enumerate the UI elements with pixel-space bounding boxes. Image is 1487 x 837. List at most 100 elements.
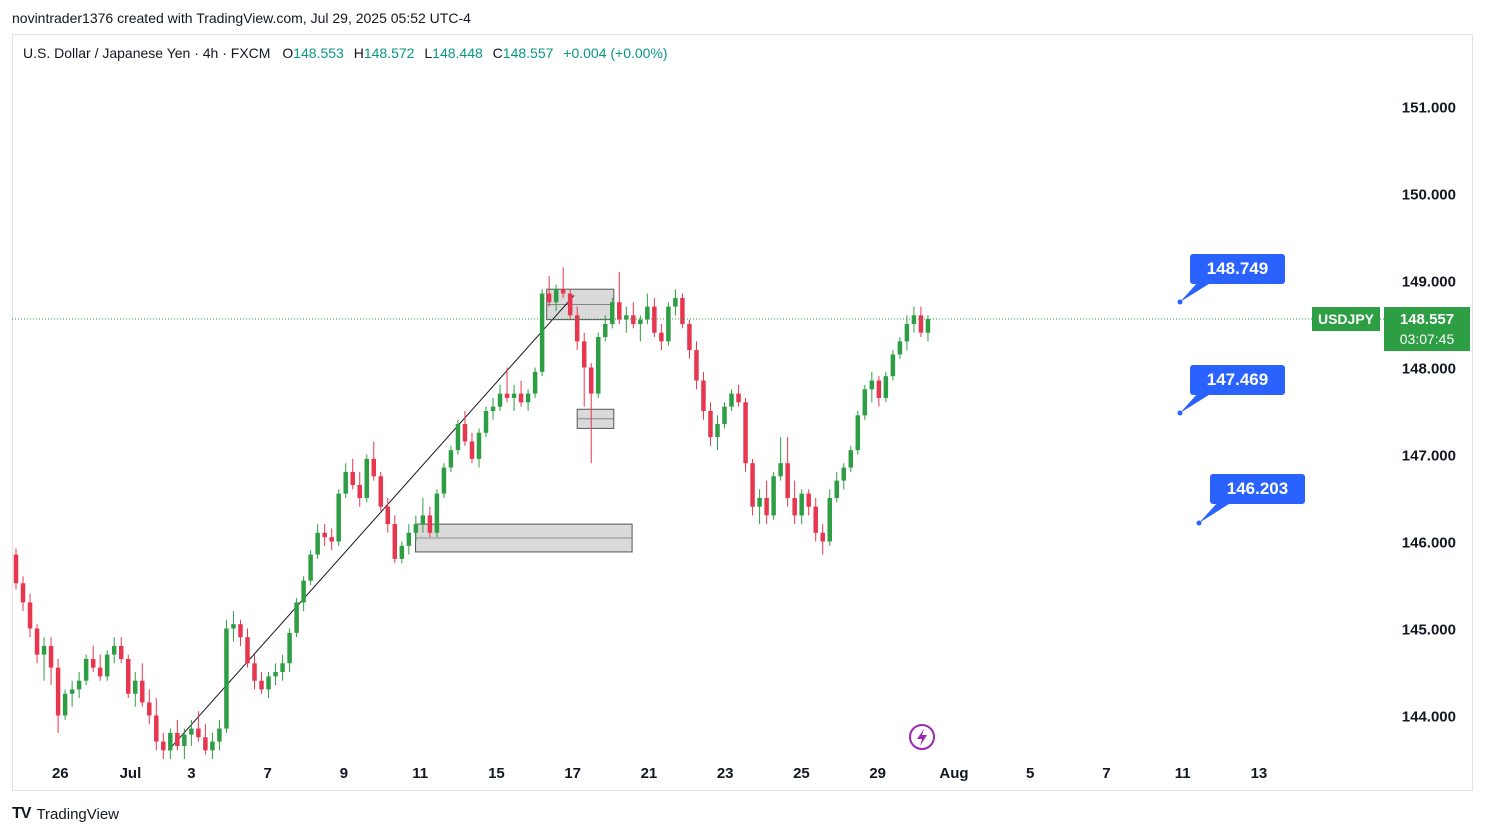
- candle-body: [511, 393, 517, 398]
- x-tick-label: 21: [641, 765, 658, 782]
- candle-body: [231, 624, 236, 629]
- x-tick-label: 11: [412, 765, 428, 782]
- candle-body: [147, 702, 152, 716]
- x-tick-label: 23: [717, 765, 734, 782]
- y-tick-label: 149.000: [1402, 274, 1456, 291]
- x-tick-label: Aug: [939, 765, 968, 782]
- candle-body: [918, 315, 924, 333]
- candle-body: [532, 371, 538, 394]
- candle-body: [413, 524, 419, 533]
- candle-body: [659, 332, 664, 342]
- callout-box-0: [1190, 254, 1285, 284]
- candle-body: [90, 658, 96, 668]
- callout-anchor-1: [1177, 410, 1183, 416]
- candle-body: [624, 315, 629, 320]
- candle-body: [329, 537, 334, 542]
- y-tick-label: 144.000: [1402, 709, 1456, 726]
- candle-body: [841, 467, 847, 481]
- candle-body: [743, 402, 748, 464]
- candle-body: [455, 424, 461, 451]
- candle-body: [125, 658, 131, 694]
- candle-body: [855, 415, 861, 451]
- change-value: +0.004 (+0.00%): [563, 45, 668, 61]
- candle-body: [497, 393, 503, 407]
- lightning-icon[interactable]: [909, 724, 935, 750]
- candle-body: [427, 515, 433, 533]
- candle-body: [434, 493, 440, 533]
- callout-label-2: 146.203: [1227, 479, 1288, 498]
- candle-body: [581, 341, 587, 368]
- symbol-badge-text: USDJPY: [1318, 311, 1375, 327]
- close-value: 148.557: [502, 45, 554, 61]
- candle-body: [245, 637, 250, 664]
- zones-layer: [415, 288, 633, 553]
- candle-body: [392, 524, 398, 559]
- candle-body: [469, 441, 475, 459]
- candle-body: [357, 484, 362, 498]
- candle-body: [48, 645, 54, 668]
- footer-brand[interactable]: TV TradingView: [12, 805, 119, 823]
- candle-body: [287, 632, 292, 664]
- tradingview-logo-icon: TV: [12, 805, 31, 822]
- candle-body: [715, 424, 720, 438]
- candle-body: [904, 324, 910, 342]
- price-badge-countdown: 03:07:45: [1400, 331, 1455, 347]
- close-label: C: [492, 45, 503, 61]
- candle-body: [154, 715, 159, 742]
- candle-body: [301, 580, 306, 603]
- candle-body: [652, 306, 657, 333]
- candle-body: [897, 341, 903, 355]
- candle-body: [925, 319, 931, 333]
- y-tick-label: 151.000: [1402, 100, 1456, 117]
- candle-body: [806, 493, 811, 507]
- candle-body: [799, 493, 804, 516]
- callout-label-1: 147.469: [1207, 370, 1268, 389]
- candle-body: [603, 324, 608, 338]
- candle-body: [104, 654, 110, 677]
- callout-anchor-0: [1177, 299, 1183, 305]
- y-tick-label: 148.000: [1402, 361, 1456, 378]
- price-badge-price: 148.557: [1400, 311, 1454, 328]
- candle-body: [834, 480, 839, 498]
- candle-body: [336, 493, 341, 542]
- candle-body: [343, 471, 348, 494]
- candle-body: [259, 680, 264, 690]
- x-tick-label: 7: [1102, 765, 1110, 782]
- candle-body: [504, 393, 510, 398]
- candle-body: [111, 645, 117, 655]
- x-tick-label: 5: [1026, 765, 1034, 782]
- candle-body: [722, 406, 727, 425]
- x-tick-label: 11: [1175, 765, 1191, 782]
- candle-body: [217, 728, 222, 742]
- y-tick-label: 146.000: [1402, 535, 1456, 552]
- candle-body: [41, 645, 47, 655]
- candle-body: [378, 476, 384, 507]
- callout-pointer-0: [1180, 282, 1212, 302]
- candle-body: [76, 680, 82, 690]
- candle-body: [757, 498, 762, 507]
- candle-body: [574, 315, 580, 342]
- candle-body: [820, 532, 825, 542]
- candle-body: [736, 393, 741, 403]
- symbol-name[interactable]: U.S. Dollar / Japanese Yen · 4h · FXCM: [23, 45, 271, 61]
- last-price-badge-layer: USDJPY 148.557 03:07:45: [12, 307, 1470, 352]
- candle-body: [224, 628, 229, 729]
- y-tick-label: 150.000: [1402, 187, 1456, 204]
- candle-body: [876, 380, 882, 398]
- chart-frame: [12, 34, 1473, 791]
- candle-body: [364, 458, 369, 498]
- candle-body: [385, 506, 391, 525]
- candle-body: [294, 602, 299, 633]
- candle-body: [406, 532, 412, 546]
- candle-body: [69, 689, 75, 694]
- brand-name: TradingView: [36, 805, 119, 823]
- candles-layer: [13, 267, 931, 759]
- low-label: L: [424, 45, 433, 61]
- candle-body: [448, 450, 454, 468]
- candle-body: [596, 337, 601, 394]
- candle-body: [55, 667, 61, 716]
- candle-body: [883, 376, 889, 398]
- candle-body: [20, 583, 26, 603]
- candle-body: [266, 676, 271, 690]
